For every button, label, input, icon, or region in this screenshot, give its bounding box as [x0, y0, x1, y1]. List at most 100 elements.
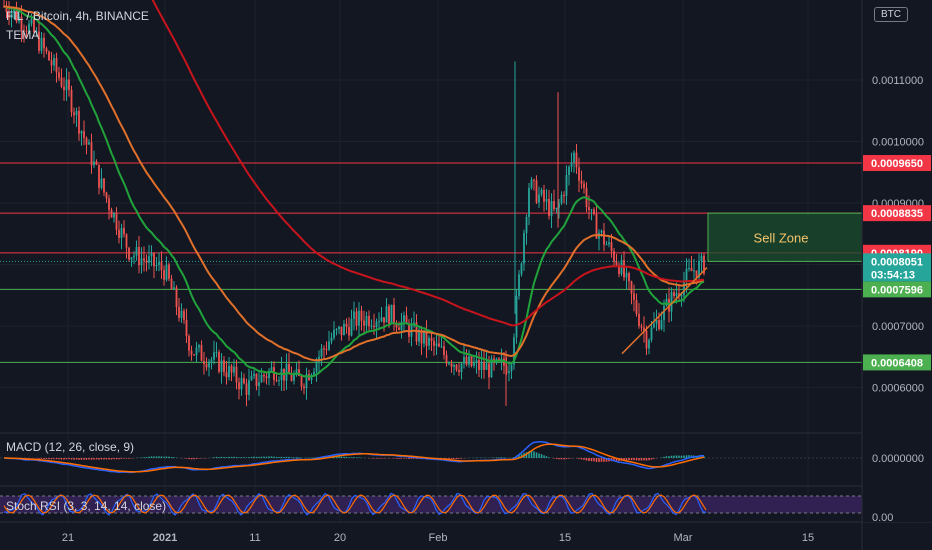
candle-body	[185, 319, 188, 337]
y-tick-label: 0.0010000	[872, 137, 924, 149]
candle-body	[178, 307, 180, 318]
candle-body	[300, 376, 303, 387]
candle-body	[318, 356, 320, 362]
candle-body	[530, 179, 533, 188]
candle-body	[25, 30, 28, 32]
ema-fast-line	[3, 5, 705, 378]
candle-body	[513, 337, 515, 365]
candle-body	[628, 273, 630, 282]
candle-body	[403, 315, 405, 322]
candle-body	[213, 352, 215, 360]
candle-body	[215, 352, 218, 354]
candle-body	[475, 360, 478, 363]
candle-body	[663, 305, 665, 321]
candle-body	[698, 261, 700, 278]
candle-body	[305, 374, 308, 389]
candle-body	[200, 345, 203, 361]
candle-body	[260, 374, 263, 383]
candle-body	[570, 162, 573, 167]
candle-body	[465, 356, 468, 365]
level-tag-bg	[863, 354, 931, 371]
candle-body	[208, 361, 210, 368]
currency-button[interactable]: BTC	[874, 7, 908, 22]
candle-body	[135, 247, 138, 256]
candle-body	[633, 293, 635, 301]
candle-body	[253, 373, 255, 377]
level-tag-text: 0.0006408	[871, 357, 923, 369]
candle-body	[478, 360, 480, 370]
candle-body	[243, 378, 245, 384]
candle-body	[270, 367, 273, 371]
candle-body	[450, 363, 453, 367]
candle-body	[488, 363, 490, 378]
x-tick-label: 20	[334, 532, 346, 544]
candle-body	[470, 356, 473, 366]
candle-body	[320, 348, 323, 357]
candle-body	[108, 198, 110, 210]
candle-body	[150, 253, 153, 257]
candle-body	[453, 364, 455, 367]
candle-body	[690, 268, 693, 272]
candle-body	[123, 227, 125, 235]
sell-zone[interactable]: Sell Zone	[707, 212, 863, 262]
candle-body	[578, 167, 580, 181]
candle-body	[630, 281, 633, 294]
candle-body	[133, 255, 135, 258]
candle-body	[315, 361, 318, 372]
trend-line[interactable]	[621, 267, 708, 355]
candle-body	[295, 369, 298, 375]
last-price-tag-text: 0.0008051	[871, 256, 923, 268]
candle-body	[420, 329, 423, 344]
candle-body	[593, 209, 595, 215]
candle-body	[565, 174, 568, 196]
candle-body	[595, 214, 598, 239]
candle-body	[20, 16, 23, 31]
candle-body	[288, 363, 290, 375]
candle-body	[650, 327, 653, 341]
y-tick-label: 0.0006000	[872, 383, 924, 395]
moving-averages	[3, 0, 705, 378]
candle-body	[28, 23, 30, 32]
candle-body	[645, 330, 648, 349]
candle-body	[23, 30, 25, 32]
candle-body	[268, 370, 270, 379]
x-tick-label: Mar	[674, 532, 693, 544]
candle-body	[370, 325, 373, 327]
candle-body	[258, 382, 260, 387]
time-axis[interactable]: 21 2021 11 20 Feb 15 Mar 15	[62, 532, 814, 544]
candle-body	[205, 364, 208, 368]
candle-body	[408, 323, 410, 337]
candle-body	[548, 198, 550, 217]
candle-body	[168, 264, 170, 279]
candle-body	[95, 161, 98, 165]
last-price-tag-bg	[863, 253, 931, 282]
candle-body	[45, 48, 48, 52]
x-tick-label: 21	[62, 532, 74, 544]
candle-body	[353, 311, 355, 319]
candle-body	[610, 242, 613, 251]
candle-body	[88, 142, 90, 145]
candle-body	[468, 356, 470, 365]
x-tick-label: 2021	[153, 532, 177, 544]
candle-body	[350, 318, 353, 336]
stoch-rsi-panel	[0, 485, 932, 523]
candle-body	[140, 258, 143, 266]
candle-body	[100, 178, 103, 188]
candle-body	[230, 365, 233, 373]
candle-body	[128, 247, 130, 260]
candle-body	[685, 268, 688, 282]
candle-body	[590, 209, 593, 211]
candle-body	[660, 320, 663, 330]
ema-slow-line	[151, 0, 705, 327]
candle-body	[605, 244, 608, 246]
candle-body	[303, 386, 305, 389]
candle-body	[400, 321, 403, 330]
candle-body	[368, 315, 370, 327]
candle-body	[145, 260, 148, 263]
candle-body	[638, 313, 640, 327]
candle-body	[553, 201, 555, 210]
candle-body	[348, 326, 350, 336]
level-tag-bg	[863, 155, 931, 172]
